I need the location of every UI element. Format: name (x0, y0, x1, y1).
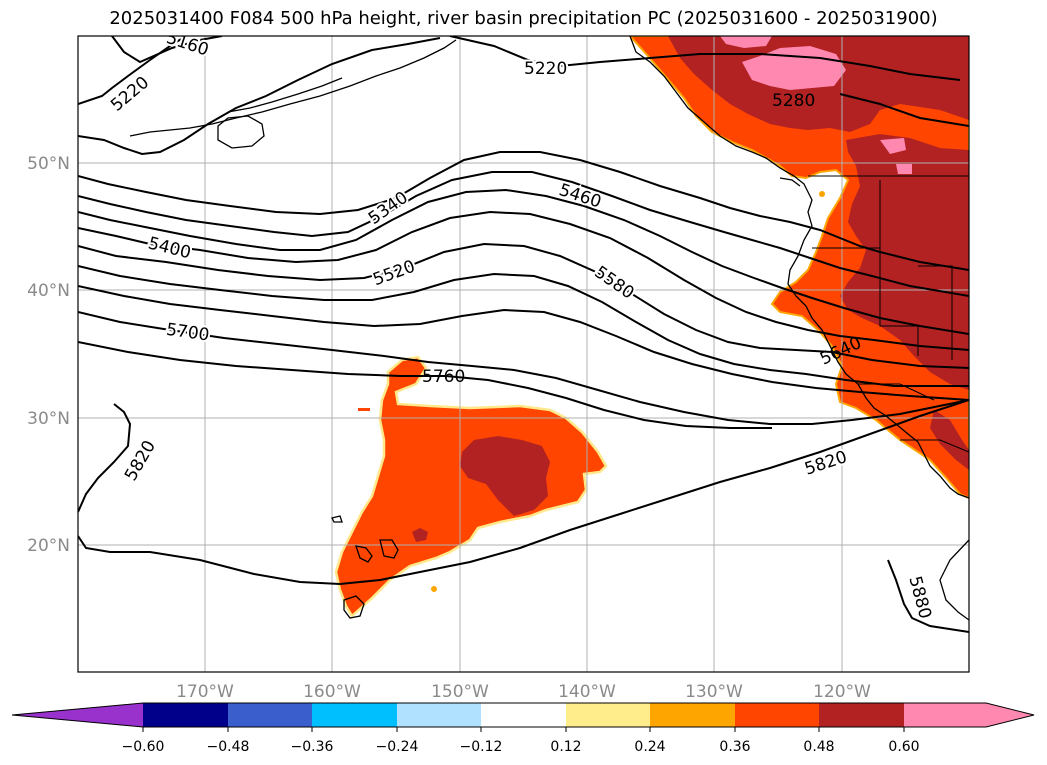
precip-blob-pacific (334, 355, 608, 618)
colorbar-bin (481, 703, 566, 727)
map-plot-area: 5160 5220 5220 5280 5340 5460 5400 5520 … (78, 36, 969, 672)
colorbar-tick: −0.24 (376, 739, 419, 755)
plot-frame (77, 35, 970, 673)
lon-label-130w: 130°W (685, 682, 743, 702)
colorbar-tick: −0.48 (207, 739, 250, 755)
lon-label-120w: 120°W (813, 682, 871, 702)
lat-label-40n: 40°N (27, 281, 70, 301)
lat-label-50n: 50°N (27, 154, 70, 174)
colorbar-tick: 0.24 (634, 739, 665, 755)
lon-label-140w: 140°W (558, 682, 616, 702)
contour-label-5760: 5760 (422, 367, 465, 387)
colorbar-bin (650, 703, 735, 727)
precip-fill-048-interior (840, 134, 969, 390)
contour-label-5280: 5280 (772, 91, 815, 111)
colorbar-bin (566, 703, 650, 727)
lon-label-160w: 160°W (303, 682, 361, 702)
longitude-labels: 170°W 160°W 150°W 140°W 130°W 120°W (176, 682, 871, 702)
colorbar-tick: −0.12 (460, 739, 503, 755)
lon-label-150w: 150°W (431, 682, 489, 702)
colorbar-tick: −0.60 (122, 739, 165, 755)
contour-label-5220-east: 5220 (524, 59, 567, 79)
colorbar-extend-high (904, 703, 1034, 727)
colorbar-bin (819, 703, 904, 727)
colorbar-tick: 0.60 (888, 739, 919, 755)
state-borders (808, 175, 969, 453)
height-contours (78, 36, 969, 633)
colorbar: −0.60 −0.48 −0.36 −0.24 −0.12 0.12 0.24 … (11, 702, 1035, 755)
latitude-labels: 50°N 40°N 30°N 20°N (27, 154, 70, 556)
colorbar-tick: 0.48 (803, 739, 834, 755)
lat-label-30n: 30°N (27, 409, 70, 429)
precip-fill-036 (334, 355, 608, 618)
map-title: 2025031400 F084 500 hPa height, river ba… (109, 8, 938, 29)
colorbar-bin (312, 703, 397, 727)
lat-label-20n: 20°N (27, 536, 70, 556)
colorbar-bin (228, 703, 312, 727)
colorbar-tick: 0.36 (719, 739, 750, 755)
colorbar-extend-low (12, 703, 143, 727)
colorbar-bin (397, 703, 481, 727)
precip-fill-048 (460, 436, 550, 516)
coastlines (129, 36, 969, 621)
lon-label-170w: 170°W (176, 682, 234, 702)
colorbar-tick: −0.36 (291, 739, 334, 755)
colorbar-tick: 0.12 (550, 739, 581, 755)
colorbar-bin (735, 703, 819, 727)
colorbar-bin (143, 703, 228, 727)
